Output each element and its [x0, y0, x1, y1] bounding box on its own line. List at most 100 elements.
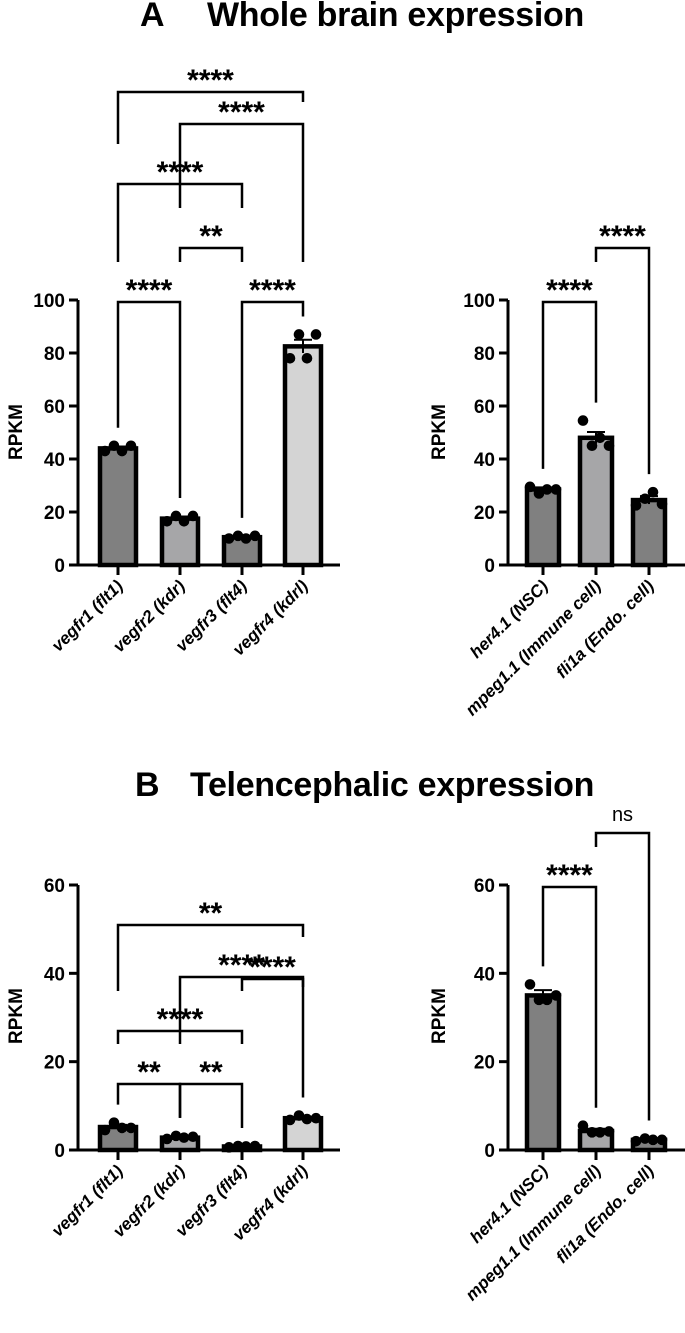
b-right-point-0-0	[524, 979, 536, 990]
b-left-point-1-3	[187, 1131, 199, 1143]
a-left-point-3-0	[284, 353, 296, 364]
a-right-sig-label-1: ****	[599, 220, 646, 253]
a-right-point-0-0	[524, 481, 536, 493]
a-right-point-0-1	[533, 488, 545, 499]
b-left-sig-label-3: ****	[249, 951, 296, 984]
a-left-ytick-label-0: 0	[54, 556, 65, 577]
a-left-sig-bracket-2	[178, 246, 244, 262]
b-left-bar-3	[282, 1115, 324, 1153]
a-right-ytick-label-0: 0	[484, 556, 495, 577]
b-right-xtick-label-2: fli1a (Endo. cell)	[552, 1161, 658, 1267]
a-left-point-0-0	[99, 445, 111, 457]
b-left-ytick-label-0: 0	[54, 1141, 65, 1162]
a-right-point-2-2	[647, 486, 659, 498]
b-left-sig-bracket-5	[116, 923, 305, 991]
a-left-point-0-1	[108, 440, 120, 452]
a-right-point-1-2	[594, 432, 606, 444]
panel-a-letter: A	[140, 0, 165, 34]
b-right-ytick-label-2: 40	[474, 964, 495, 985]
b-right-ytick-label-0: 0	[484, 1141, 495, 1162]
a-left-point-1-0	[161, 515, 173, 527]
a-left-point-3-2	[301, 353, 313, 364]
a-left-point-0-2	[116, 445, 128, 457]
b-right-point-2-3	[656, 1134, 668, 1146]
a-left-point-1-1	[170, 510, 182, 522]
a-right-point-2-0	[630, 500, 642, 511]
a-left-sig-bracket-0	[116, 300, 182, 498]
a-left-point-0-3	[125, 440, 137, 452]
b-right-sig-bracket-0	[541, 885, 598, 1108]
b-right-point-0-2	[541, 994, 553, 1006]
a-right-point-0-2	[541, 484, 553, 495]
a-left-point-2-2	[240, 533, 252, 544]
b-left-point-1-0	[161, 1133, 173, 1145]
a-left-sig-label-2: **	[199, 220, 223, 253]
b-left-point-3-2	[301, 1113, 313, 1125]
a-left-bar-0	[97, 446, 139, 568]
a-right-point-2-3	[656, 498, 668, 510]
b-left-point-3-3	[310, 1112, 322, 1124]
b-right-point-0-3	[550, 990, 562, 1001]
b-left-point-1-1	[170, 1130, 182, 1142]
b-right-sig-label-0: ****	[546, 859, 593, 892]
a-right-point-1-0	[577, 415, 589, 426]
a-right-point-1-3	[603, 440, 615, 452]
b-left-ytick-label-2: 40	[44, 964, 65, 985]
b-right-sig-label-1: ns	[612, 804, 633, 826]
b-left-sig-bracket-4	[178, 975, 305, 1044]
a-left-point-2-3	[249, 530, 261, 542]
b-right-point-1-1	[586, 1127, 598, 1138]
a-left-ytick-label-4: 80	[44, 344, 65, 365]
a-left-point-3-1	[293, 329, 305, 340]
b-right-point-2-0	[630, 1135, 642, 1147]
a-left-ytick-label-2: 40	[44, 450, 65, 471]
a-left-sig-bracket-4	[178, 122, 305, 262]
b-right-point-1-3	[603, 1126, 615, 1137]
b-right-bar-0	[524, 993, 562, 1153]
a-right-sig-bracket-1	[594, 246, 651, 475]
b-right-sig-bracket-1	[594, 831, 651, 1121]
b-left-sig-bracket-0	[116, 1082, 182, 1118]
a-right-ylabel: RPKM	[429, 404, 450, 460]
a-left-ylabel: RPKM	[6, 404, 27, 460]
a-right-ytick-label-3: 60	[474, 397, 495, 418]
b-left-point-1-2	[178, 1132, 190, 1143]
a-left-point-2-1	[232, 530, 244, 542]
b-left-sig-label-4: ****	[218, 949, 265, 982]
a-right-bar-0	[524, 487, 562, 568]
a-right-xtick-label-2: fli1a (Endo. cell)	[552, 576, 658, 682]
b-left-ytick-label-3: 60	[44, 876, 65, 897]
a-left-point-1-2	[178, 515, 190, 527]
b-left-sig-label-0: **	[137, 1056, 161, 1089]
a-right-sig-bracket-0	[541, 300, 598, 469]
b-right-ytick-label-3: 60	[474, 876, 495, 897]
b-left-point-3-0	[284, 1114, 296, 1126]
a-left-sig-label-1: ****	[249, 274, 296, 307]
a-left-ytick-label-5: 100	[33, 291, 65, 312]
a-right-point-1-1	[586, 440, 598, 452]
b-left-sig-label-1: **	[199, 1056, 223, 1089]
b-left-point-0-3	[125, 1122, 137, 1134]
b-right-point-2-1	[639, 1133, 651, 1144]
b-right-point-2-2	[647, 1134, 659, 1146]
panel-b-letter: B	[135, 766, 160, 804]
a-right-ytick-label-2: 40	[474, 450, 495, 471]
a-left-ytick-label-1: 20	[44, 503, 65, 524]
a-right-bar-1	[577, 435, 615, 568]
a-left-sig-label-4: ****	[218, 96, 265, 129]
panel-b-title: Telencephalic expression	[190, 766, 595, 804]
a-right-ytick-label-1: 20	[474, 503, 495, 524]
b-right-ylabel: RPKM	[429, 988, 450, 1044]
b-left-sig-bracket-3	[240, 977, 305, 1098]
b-right-point-0-1	[533, 994, 545, 1006]
a-left-ytick-label-3: 60	[44, 397, 65, 418]
b-left-point-3-1	[293, 1110, 305, 1121]
a-left-point-1-3	[187, 510, 199, 522]
a-left-bar-3	[282, 344, 324, 568]
b-right-point-1-2	[594, 1127, 606, 1138]
a-right-point-2-1	[639, 493, 651, 505]
a-right-ytick-label-5: 100	[463, 291, 495, 312]
b-right-point-1-0	[577, 1120, 589, 1132]
a-left-sig-label-5: ****	[187, 64, 234, 97]
